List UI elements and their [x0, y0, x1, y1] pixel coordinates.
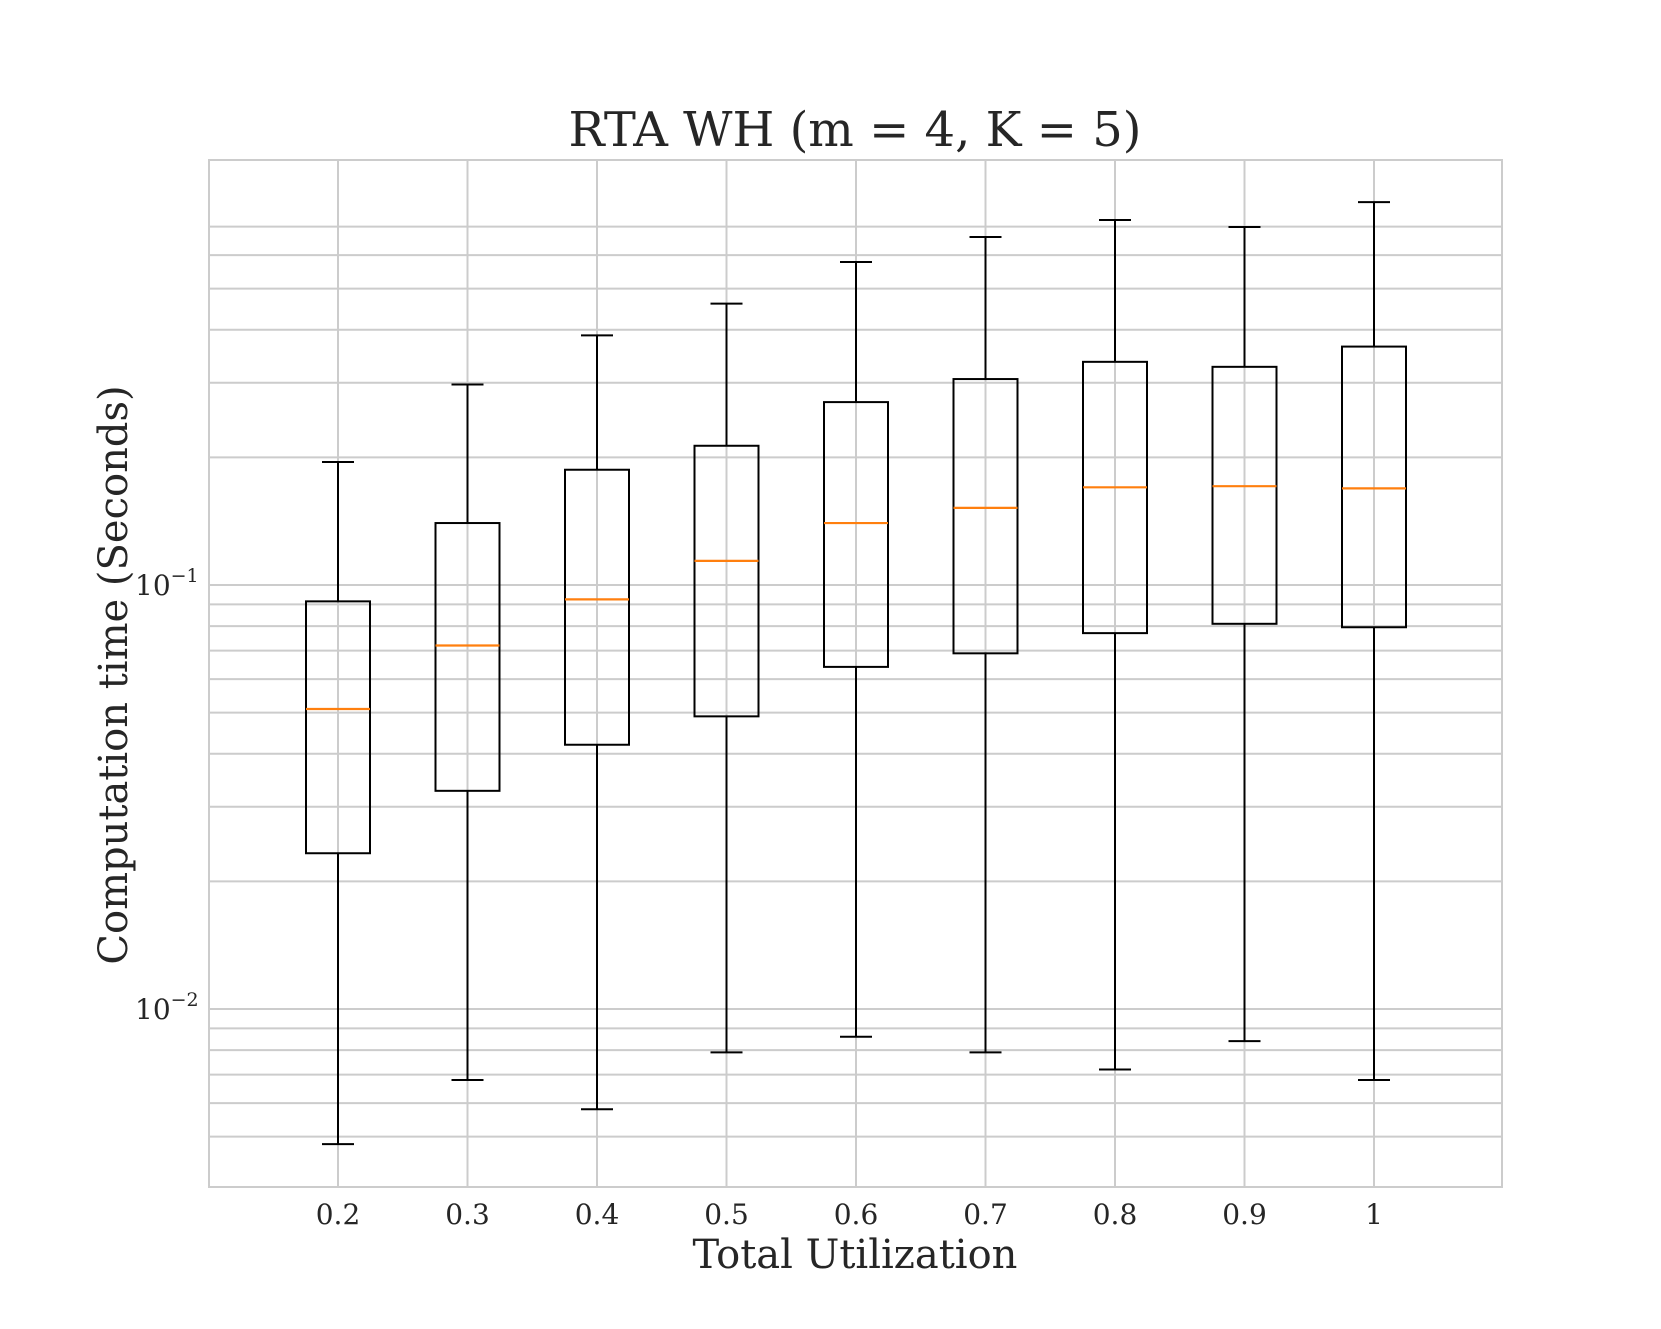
box-plot-0.7: [952, 235, 1019, 1054]
x-tick-label: 0.6: [834, 1198, 879, 1231]
x-tick-label: 0.2: [316, 1198, 361, 1231]
chart-title: RTA WH (m = 4, K = 5): [569, 102, 1142, 158]
x-tick-label: 0.7: [963, 1198, 1008, 1231]
x-tick-label: 0.5: [704, 1198, 749, 1231]
x-tick-label: 1: [1365, 1198, 1383, 1231]
box: [564, 468, 630, 746]
box: [434, 522, 501, 792]
y-axis-label: Computation time (Seconds): [91, 385, 137, 964]
box-plot-0.2: [305, 461, 371, 1146]
box: [693, 444, 760, 718]
x-tick-label: 0.9: [1222, 1198, 1267, 1231]
box: [1211, 365, 1278, 625]
y-tick-labels: 10−1 10−2: [135, 565, 199, 1026]
box: [1082, 360, 1148, 635]
x-tick-label: 0.8: [1093, 1198, 1138, 1231]
plot-frame: [208, 159, 1503, 1188]
box-plot-0.6: [823, 260, 889, 1038]
box-plot-0.5: [693, 302, 760, 1054]
box-plot-0.3: [434, 383, 501, 1082]
box-plots: [305, 201, 1407, 1146]
x-tick-label: 0.3: [445, 1198, 490, 1231]
x-tick-label: 0.4: [575, 1198, 620, 1231]
y-tick-label: 10−2: [135, 989, 199, 1026]
box: [952, 378, 1019, 655]
box-plot-0.8: [1082, 218, 1148, 1071]
box: [823, 401, 889, 668]
y-tick-label: 10−1: [135, 565, 199, 602]
box-plot-1: [1341, 201, 1407, 1082]
box-plot-0.9: [1211, 225, 1278, 1043]
box-plot-0.4: [564, 334, 630, 1111]
box: [305, 600, 371, 855]
x-tick-labels: 0.2 0.3 0.4 0.5 0.6 0.7 0.8 0.9 1: [316, 1198, 1383, 1231]
x-axis-label: Total Utilization: [693, 1232, 1018, 1278]
box: [1341, 345, 1407, 629]
